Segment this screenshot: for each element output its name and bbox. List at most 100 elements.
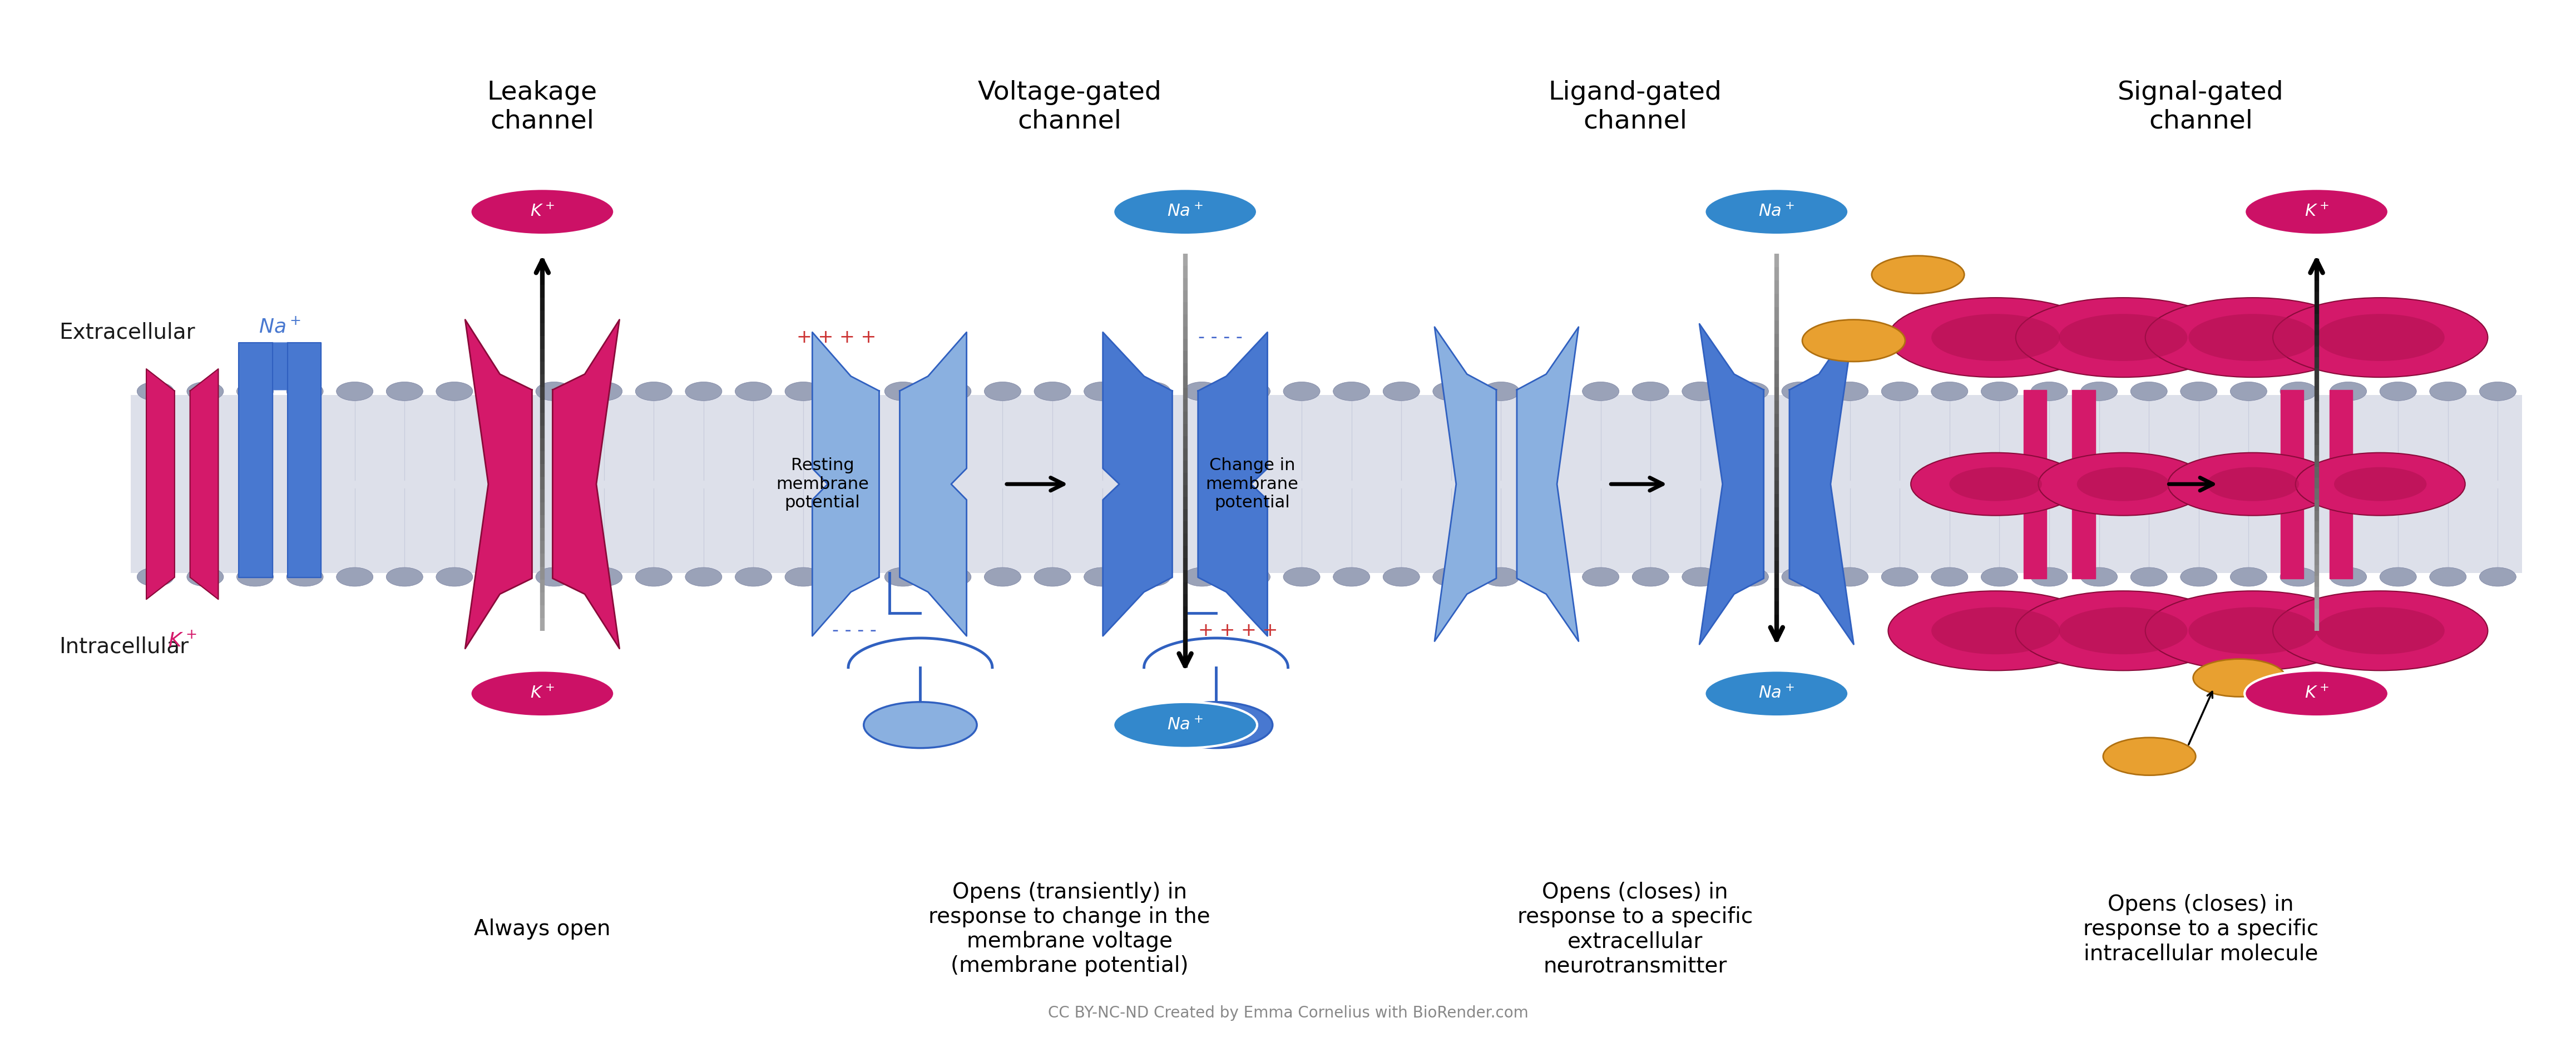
Ellipse shape xyxy=(1113,702,1257,748)
Polygon shape xyxy=(1103,332,1172,636)
Ellipse shape xyxy=(835,567,871,586)
Ellipse shape xyxy=(1880,567,1919,586)
Ellipse shape xyxy=(2190,607,2316,654)
Ellipse shape xyxy=(2380,382,2416,401)
Circle shape xyxy=(1873,256,1965,294)
Ellipse shape xyxy=(1084,567,1121,586)
Ellipse shape xyxy=(636,382,672,401)
Text: - - - -: - - - - xyxy=(1198,328,1242,347)
Ellipse shape xyxy=(2130,567,2166,586)
Ellipse shape xyxy=(1484,567,1520,586)
Ellipse shape xyxy=(2244,188,2388,235)
Ellipse shape xyxy=(1981,567,2017,586)
Polygon shape xyxy=(191,369,219,600)
Ellipse shape xyxy=(835,382,871,401)
Ellipse shape xyxy=(1682,567,1718,586)
Ellipse shape xyxy=(1133,382,1170,401)
Ellipse shape xyxy=(2058,313,2187,361)
Ellipse shape xyxy=(1783,382,1819,401)
Ellipse shape xyxy=(188,567,224,586)
Ellipse shape xyxy=(487,382,523,401)
Ellipse shape xyxy=(2081,382,2117,401)
Polygon shape xyxy=(1790,324,1855,645)
Ellipse shape xyxy=(1911,452,2081,515)
Ellipse shape xyxy=(337,567,374,586)
Ellipse shape xyxy=(1731,382,1770,401)
Polygon shape xyxy=(2329,390,2352,579)
Circle shape xyxy=(2192,659,2285,696)
Ellipse shape xyxy=(2280,382,2316,401)
Ellipse shape xyxy=(2244,670,2388,716)
Ellipse shape xyxy=(2316,607,2445,654)
Ellipse shape xyxy=(1832,382,1868,401)
Ellipse shape xyxy=(984,567,1020,586)
Text: $Na^+$: $Na^+$ xyxy=(1759,686,1795,702)
Polygon shape xyxy=(899,332,966,636)
Ellipse shape xyxy=(435,567,474,586)
Ellipse shape xyxy=(585,567,623,586)
Text: CC BY-NC-ND Created by Emma Cornelius with BioRender.com: CC BY-NC-ND Created by Emma Cornelius wi… xyxy=(1048,1006,1528,1020)
Ellipse shape xyxy=(1234,567,1270,586)
Ellipse shape xyxy=(286,382,322,401)
Ellipse shape xyxy=(435,382,474,401)
Ellipse shape xyxy=(2058,607,2187,654)
Ellipse shape xyxy=(536,567,572,586)
Ellipse shape xyxy=(1383,382,1419,401)
Ellipse shape xyxy=(935,382,971,401)
Text: Voltage-gated
channel: Voltage-gated channel xyxy=(976,80,1162,134)
Ellipse shape xyxy=(471,670,613,716)
Ellipse shape xyxy=(2280,567,2316,586)
Ellipse shape xyxy=(2038,452,2208,515)
Ellipse shape xyxy=(2481,382,2517,401)
Ellipse shape xyxy=(2146,298,2360,378)
Ellipse shape xyxy=(1705,670,1850,716)
Ellipse shape xyxy=(2334,467,2427,501)
Ellipse shape xyxy=(1033,567,1072,586)
Bar xyxy=(131,396,2522,573)
Text: Opens (closes) in
response to a specific
extracellular
neurotransmitter: Opens (closes) in response to a specific… xyxy=(1517,882,1752,976)
Ellipse shape xyxy=(1633,567,1669,586)
Ellipse shape xyxy=(1334,382,1370,401)
Ellipse shape xyxy=(636,567,672,586)
Ellipse shape xyxy=(2272,591,2488,670)
Ellipse shape xyxy=(685,567,721,586)
Ellipse shape xyxy=(1182,382,1221,401)
Ellipse shape xyxy=(1033,382,1072,401)
Ellipse shape xyxy=(2146,591,2360,670)
Ellipse shape xyxy=(685,382,721,401)
Ellipse shape xyxy=(2179,382,2218,401)
Ellipse shape xyxy=(487,567,523,586)
Ellipse shape xyxy=(1484,382,1520,401)
Text: Always open: Always open xyxy=(474,918,611,939)
Polygon shape xyxy=(1517,327,1579,642)
Ellipse shape xyxy=(2014,591,2231,670)
Ellipse shape xyxy=(1283,382,1319,401)
Text: $K^+$: $K^+$ xyxy=(2306,686,2329,702)
Polygon shape xyxy=(240,343,322,390)
Text: Change in
membrane
potential: Change in membrane potential xyxy=(1206,458,1298,511)
Text: $Na^+$: $Na^+$ xyxy=(1759,204,1795,220)
Polygon shape xyxy=(147,369,175,600)
Ellipse shape xyxy=(337,382,374,401)
Text: Opens (closes) in
response to a specific
intracellular molecule: Opens (closes) in response to a specific… xyxy=(2084,894,2318,965)
Ellipse shape xyxy=(2429,382,2465,401)
Ellipse shape xyxy=(137,567,173,586)
Ellipse shape xyxy=(2329,382,2367,401)
Ellipse shape xyxy=(1888,591,2102,670)
Text: $K^+$: $K^+$ xyxy=(2306,204,2329,220)
Ellipse shape xyxy=(2208,467,2298,501)
Ellipse shape xyxy=(1113,188,1257,235)
Text: Intracellular: Intracellular xyxy=(59,635,188,658)
Ellipse shape xyxy=(1533,567,1569,586)
Text: Extracellular: Extracellular xyxy=(59,322,196,343)
Ellipse shape xyxy=(1133,567,1170,586)
Ellipse shape xyxy=(1182,567,1221,586)
Ellipse shape xyxy=(1705,188,1850,235)
Ellipse shape xyxy=(2380,567,2416,586)
Ellipse shape xyxy=(2316,313,2445,361)
Text: Resting
membrane
potential: Resting membrane potential xyxy=(775,458,868,511)
Ellipse shape xyxy=(2329,567,2367,586)
Ellipse shape xyxy=(734,382,773,401)
Ellipse shape xyxy=(2081,567,2117,586)
Text: Opens (transiently) in
response to change in the
membrane voltage
(membrane pote: Opens (transiently) in response to chang… xyxy=(927,882,1211,976)
